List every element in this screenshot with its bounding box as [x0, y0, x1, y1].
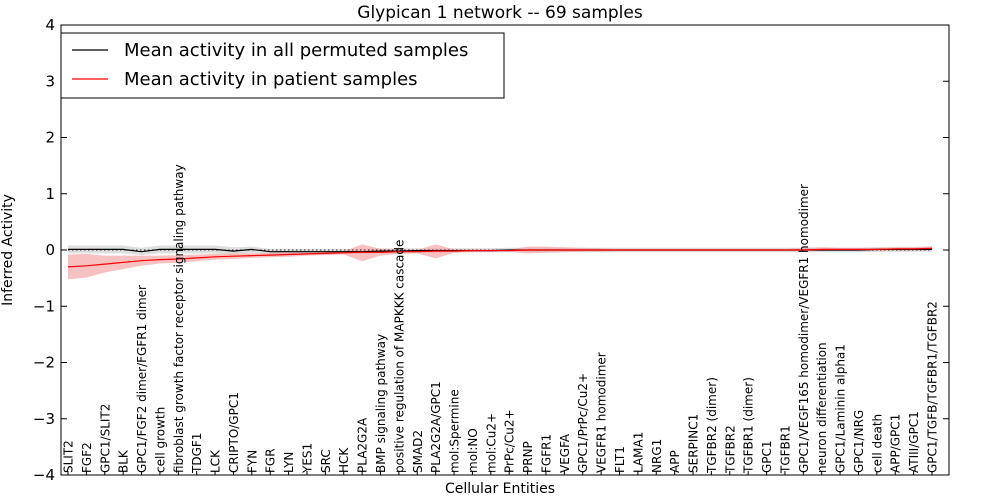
x-tick-label: GPC1/NRG — [852, 410, 866, 473]
x-tick-label: SERPINC1 — [687, 414, 701, 473]
x-tick-label: fibroblast growth factor receptor signal… — [172, 164, 186, 473]
legend-label-permuted: Mean activity in all permuted samples — [124, 40, 468, 61]
x-tick-label: APP/GPC1 — [889, 414, 903, 473]
x-tick-label: FGF2 — [80, 442, 94, 473]
x-tick-label: positive regulation of MAPKKK cascade — [392, 240, 406, 473]
x-tick-label: BLK — [117, 449, 131, 473]
x-tick-label: GPC1/TGFB/TGFBR1/TGFBR2 — [926, 301, 940, 473]
x-tick-label: TGFBR1 (dimer) — [742, 377, 756, 474]
x-tick-label: GPC1/FGF2 dimer/FGFR1 dimer — [135, 285, 149, 473]
x-tick-label: PrPc/Cu2+ — [503, 409, 517, 473]
x-tick-label: FYN — [245, 450, 259, 473]
x-axis-label: Cellular Entities — [445, 481, 555, 497]
x-tick-label: GPC1/VEGF165 homodimer/VEGFR1 homodimer — [797, 184, 811, 473]
x-tick-label: PLA2G2A — [356, 417, 370, 473]
x-tick-label: PRNP — [521, 441, 535, 473]
x-tick-label: GPC1/PrPc/Cu2+ — [576, 373, 590, 473]
x-tick-label: VEGFA — [558, 433, 572, 473]
x-tick-label: mol:Spermine — [448, 389, 462, 473]
x-tick-label: SMAD2 — [411, 430, 425, 473]
y-tick-label: −3 — [33, 410, 55, 428]
x-tick-label: LYN — [282, 452, 296, 473]
x-tick-label: CRIPTO/GPC1 — [227, 392, 241, 473]
y-tick-label: 3 — [45, 72, 55, 90]
x-tick-label: GPC1/Laminin alpha1 — [834, 344, 848, 473]
x-tick-label: NRG1 — [650, 439, 664, 473]
x-tick-label: FGFR1 — [540, 434, 554, 473]
legend-label-patient: Mean activity in patient samples — [124, 69, 418, 90]
x-tick-label: cell growth — [153, 407, 167, 473]
x-tick-label: SLIT2 — [62, 440, 76, 473]
x-tick-label: BMP signaling pathway — [374, 334, 388, 473]
y-tick-label: 1 — [45, 185, 55, 203]
x-tick-label: mol:NO — [466, 428, 480, 473]
legend: Mean activity in all permuted samples Me… — [60, 32, 505, 99]
chart-title: Glypican 1 network -- 69 samples — [357, 3, 643, 23]
x-tick-label: ATIII/GPC1 — [907, 411, 921, 473]
y-tick-label: 2 — [45, 129, 55, 147]
x-tick-label: FGR — [264, 448, 278, 473]
y-tick-label: −4 — [33, 466, 55, 484]
x-tick-label: GPC1/SLIT2 — [98, 404, 112, 473]
y-tick-label: −1 — [33, 297, 55, 315]
confidence-band-patient — [68, 244, 932, 280]
x-tick-label: VEGFR1 homodimer — [595, 352, 609, 473]
x-tick-label: SRC — [319, 449, 333, 473]
x-tick-label: TGFBR1 — [778, 425, 792, 474]
x-tick-label: APP — [668, 450, 682, 473]
x-tick-label: PLA2G2A/GPC1 — [429, 381, 443, 473]
x-tick-label: YES1 — [301, 443, 315, 474]
x-tick-label: TGFBR2 (dimer) — [705, 377, 719, 474]
y-axis-label: Inferred Activity — [0, 194, 16, 306]
y-tick-label: 4 — [45, 16, 55, 34]
y-tick-label: −2 — [33, 354, 55, 372]
x-tick-label: LCK — [209, 449, 223, 473]
x-axis: SLIT2 FGF2 GPC1/SLIT2 BLK GPC1/FGF2 dimer/FG… — [62, 164, 940, 475]
x-tick-label: LAMA1 — [631, 432, 645, 473]
legend-box — [60, 32, 505, 99]
x-tick-label: mol:Cu2+ — [484, 413, 498, 473]
y-axis: −4 −3 −2 −1 0 1 2 3 4 — [33, 16, 949, 484]
series-lines — [67, 247, 933, 268]
x-tick-label: FLT1 — [613, 446, 627, 473]
y-tick-label: 0 — [45, 241, 55, 259]
x-tick-label: TDGF1 — [190, 433, 204, 474]
x-tick-label: GPC1 — [760, 440, 774, 473]
x-tick-label: neuron differentiation — [815, 342, 829, 473]
x-tick-label: HCK — [337, 447, 351, 473]
series-line-patient — [67, 247, 933, 268]
x-tick-label: TGFBR2 — [723, 425, 737, 474]
plot-area: −4 −3 −2 −1 0 1 2 3 4 SLIT2 FGF2 GPC1/SLIT2 BLK GPC1… — [33, 16, 950, 484]
x-tick-label: cell death — [870, 414, 884, 473]
